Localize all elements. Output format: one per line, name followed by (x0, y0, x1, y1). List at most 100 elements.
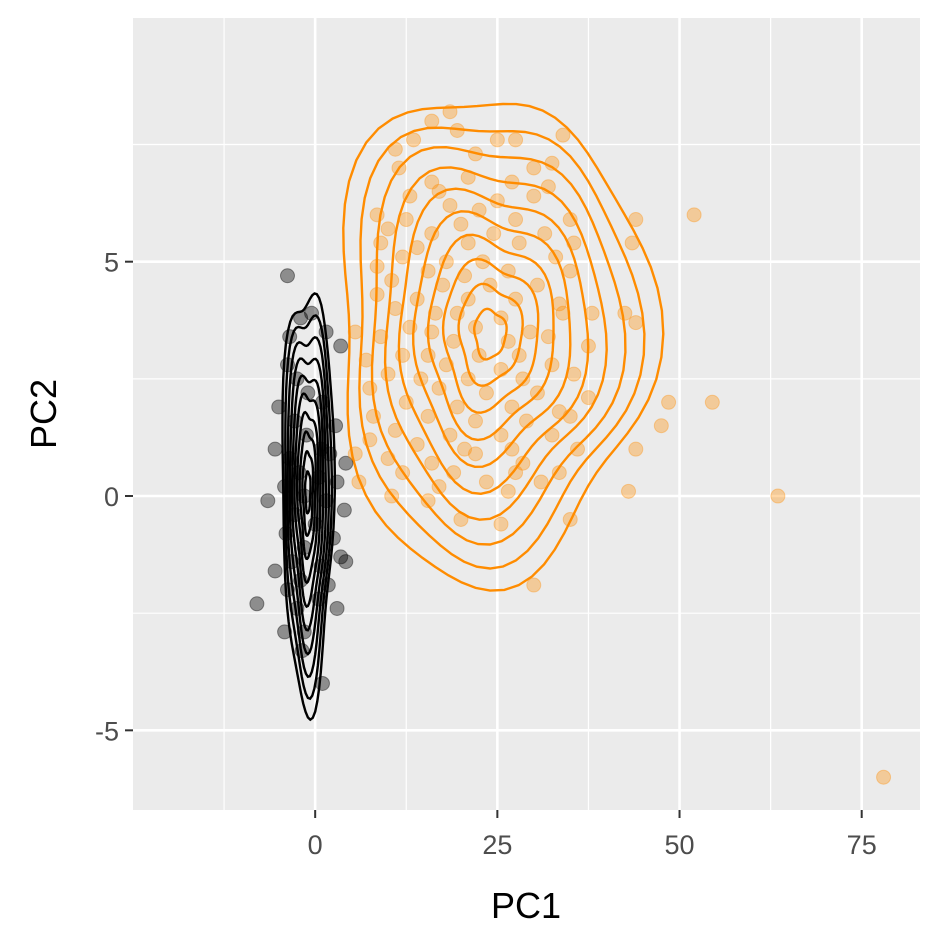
data-point (402, 188, 418, 204)
data-point (467, 413, 483, 429)
density-contour (288, 357, 328, 656)
data-point (504, 399, 520, 415)
data-point (277, 624, 293, 640)
data-point (313, 441, 329, 457)
data-point (770, 488, 786, 504)
data-point (460, 169, 476, 185)
data-point (424, 226, 440, 242)
data-point (278, 526, 294, 542)
data-point (621, 483, 637, 499)
data-point (580, 390, 596, 406)
data-point (584, 305, 600, 321)
data-point (369, 286, 385, 302)
data-point (467, 319, 483, 335)
data-point (384, 272, 400, 288)
data-point (395, 249, 411, 265)
data-point (427, 305, 443, 321)
data-point (362, 380, 378, 396)
y-tick-label: 0 (104, 482, 119, 512)
data-point (287, 507, 303, 523)
data-point (442, 427, 458, 443)
data-point (471, 347, 487, 363)
data-point (249, 596, 265, 612)
data-point (548, 249, 564, 265)
data-point (277, 479, 293, 495)
data-point (328, 418, 344, 434)
density-contour (295, 410, 320, 585)
data-point (562, 263, 578, 279)
data-point (876, 769, 892, 785)
data-point (537, 226, 553, 242)
data-point (304, 305, 320, 321)
data-point (511, 347, 527, 363)
data-point (704, 394, 720, 410)
data-point (551, 404, 567, 420)
data-point (387, 141, 403, 157)
data-point (333, 338, 349, 354)
data-point (453, 511, 469, 527)
data-point (391, 160, 407, 176)
data-point (519, 413, 534, 429)
data-point (431, 183, 447, 199)
data-point (457, 441, 473, 457)
data-point (314, 675, 330, 691)
data-point (402, 319, 418, 335)
data-point (351, 474, 367, 490)
data-point (500, 333, 516, 349)
data-point (336, 502, 352, 518)
data-point (446, 465, 462, 481)
data-point (460, 371, 476, 387)
data-point (551, 296, 567, 312)
data-point (562, 408, 578, 424)
data-point (384, 488, 400, 504)
data-point (446, 333, 462, 349)
data-point (562, 511, 578, 527)
x-axis-title: PC1 (491, 885, 561, 926)
data-point (293, 572, 309, 588)
data-point (358, 352, 374, 368)
data-point (686, 207, 702, 223)
data-point (338, 455, 354, 471)
data-point (296, 540, 312, 556)
data-point (387, 422, 403, 438)
data-point (661, 394, 677, 410)
data-point (438, 254, 454, 270)
data-point (551, 465, 567, 481)
density-contour (457, 282, 524, 387)
data-point (300, 385, 316, 401)
data-point (493, 427, 509, 443)
data-point (395, 465, 411, 481)
data-point (318, 324, 334, 340)
data-point (482, 277, 498, 293)
density-contour (286, 335, 330, 679)
data-point (449, 122, 465, 138)
plot-panel (133, 18, 920, 810)
y-axis-title: PC2 (23, 379, 64, 449)
data-point (467, 446, 483, 462)
data-point (362, 432, 378, 448)
data-point (369, 207, 385, 223)
data-point (628, 212, 644, 228)
data-point (289, 371, 305, 387)
data-point (420, 347, 436, 363)
data-point (489, 132, 505, 148)
data-point (431, 380, 447, 396)
data-point (279, 357, 295, 373)
major-gridlines (133, 18, 920, 810)
density-contour (298, 430, 317, 561)
data-point (387, 301, 403, 317)
data-point (529, 277, 545, 293)
data-point (291, 465, 307, 481)
data-point (504, 174, 520, 190)
data-point (369, 258, 385, 274)
data-point (279, 582, 295, 598)
data-point (624, 235, 640, 251)
data-point (544, 427, 560, 443)
density-contour (293, 392, 322, 609)
data-point (544, 357, 560, 373)
density-contour (303, 470, 312, 515)
density-contour (426, 233, 555, 442)
data-point (373, 329, 389, 345)
data-point (460, 235, 476, 251)
